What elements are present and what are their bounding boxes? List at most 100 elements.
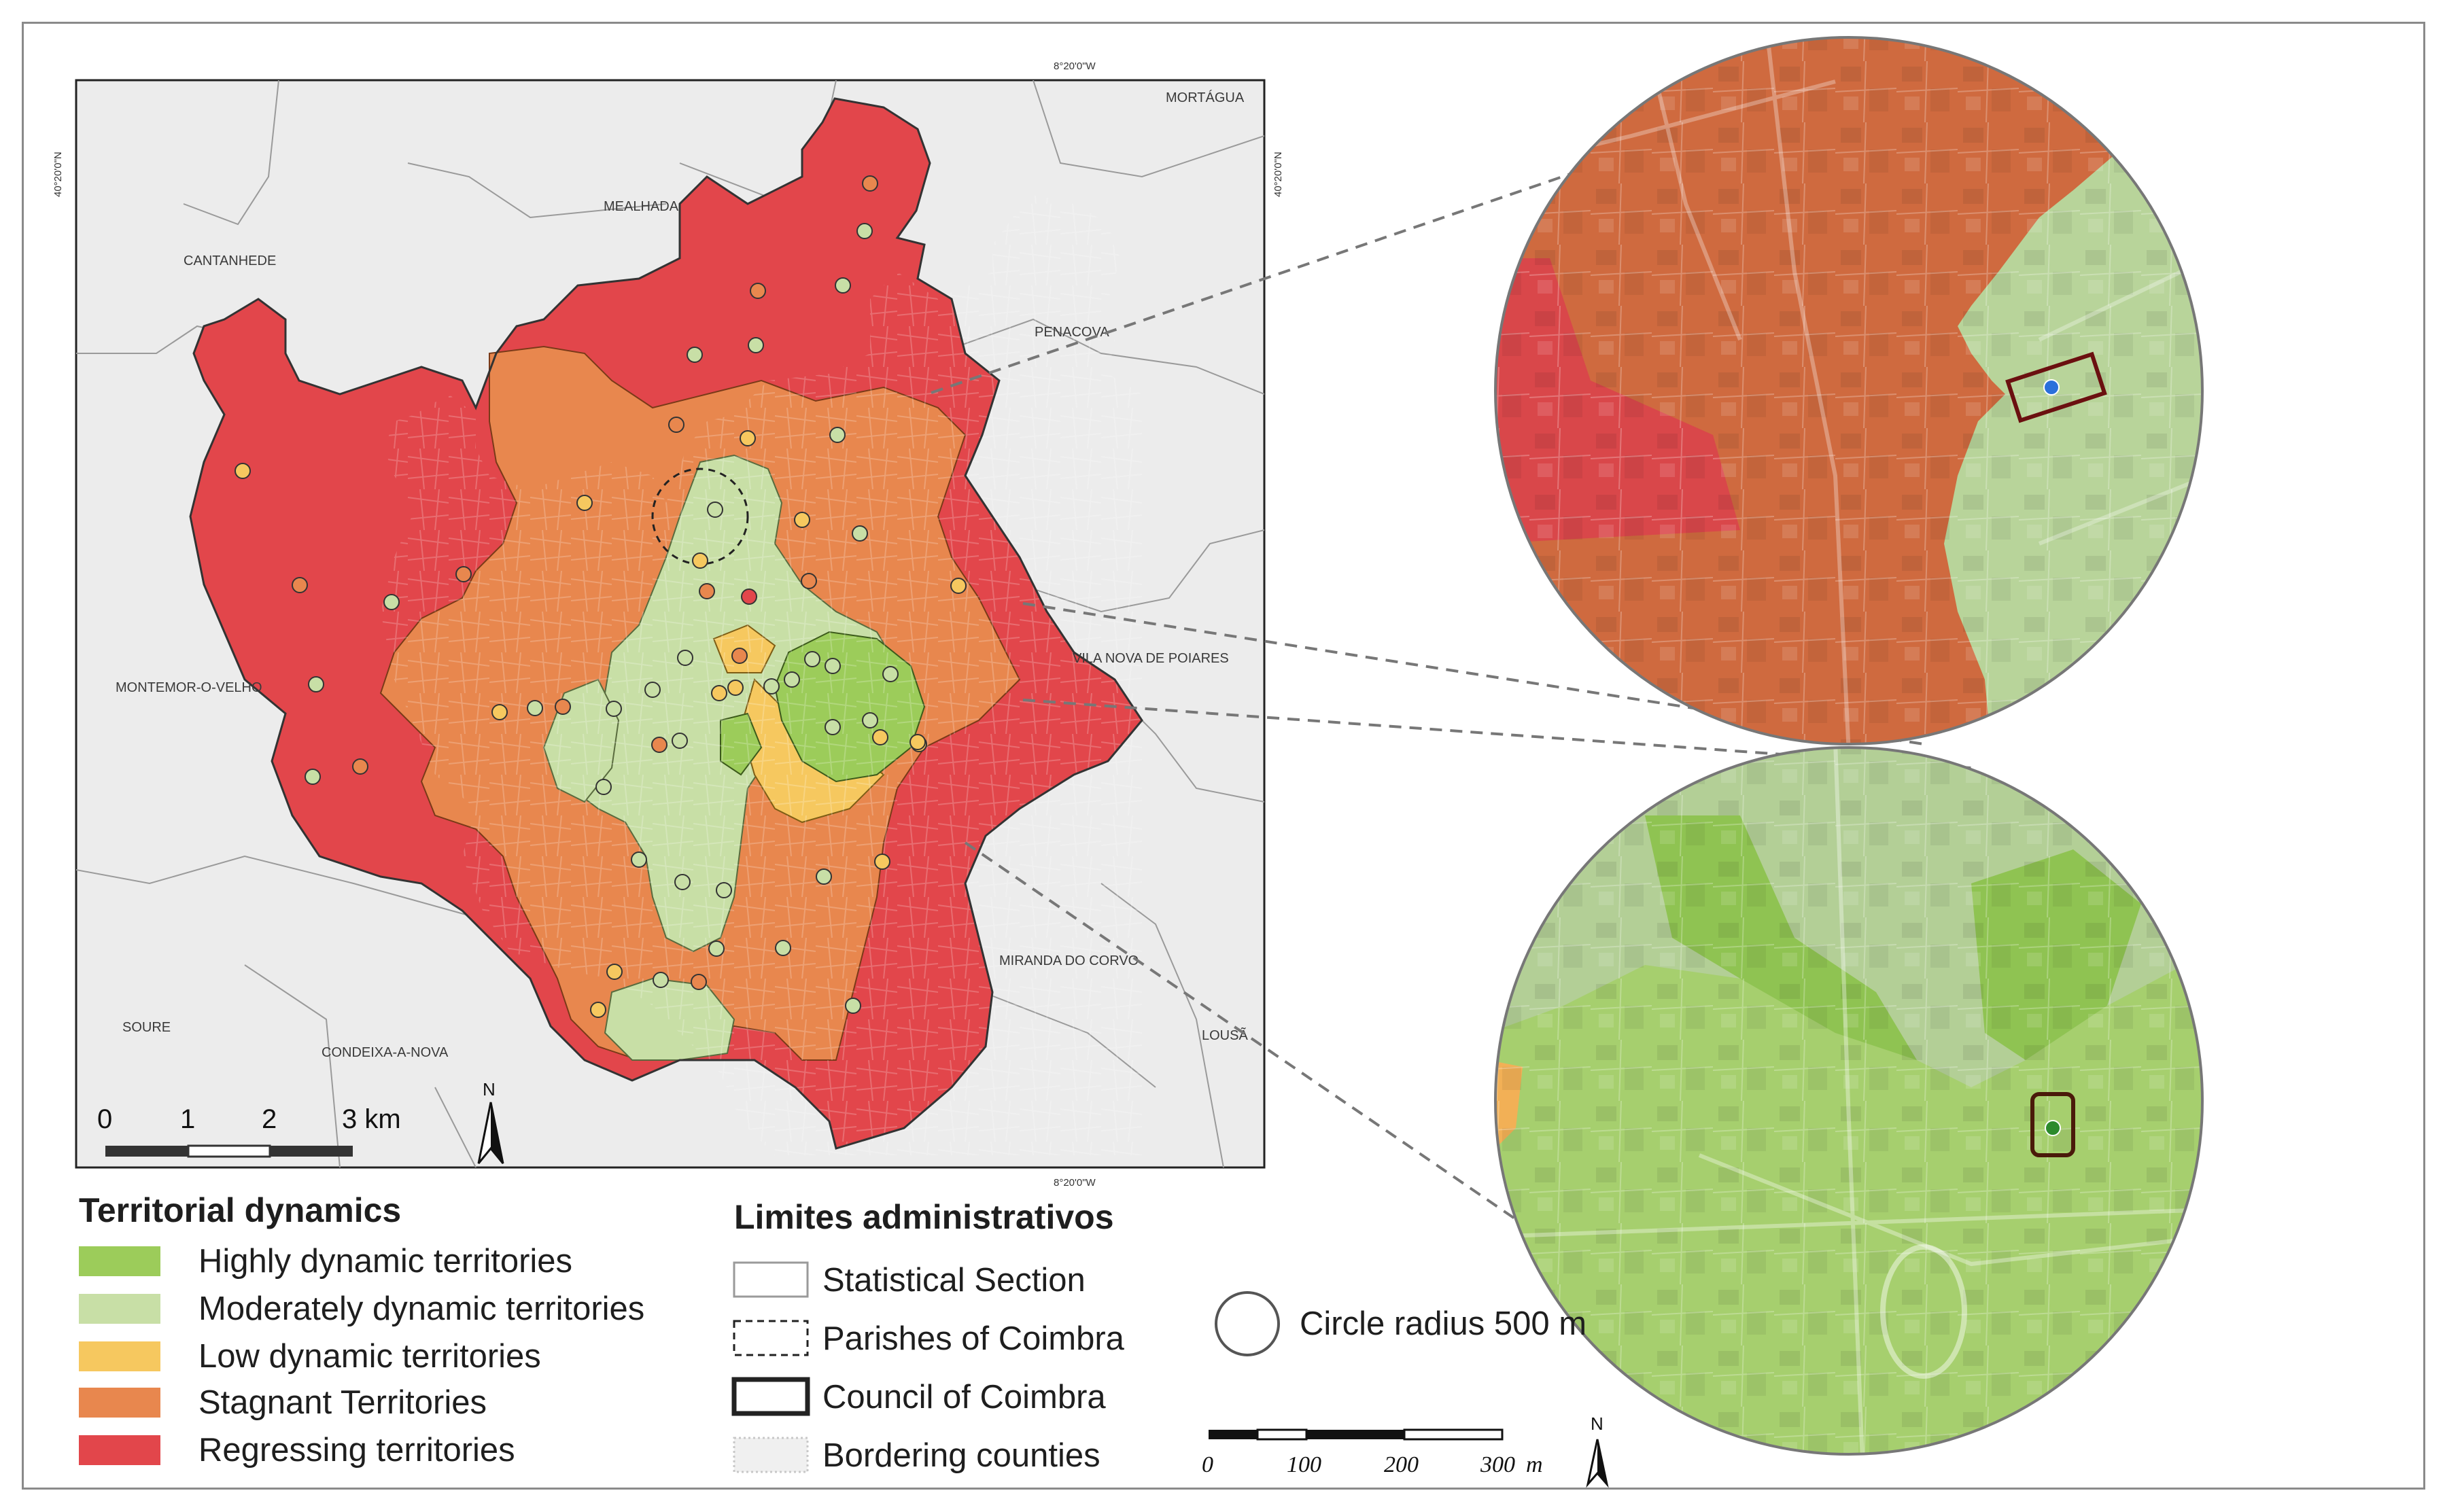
admin-item-parishes: Parishes of Coimbra [808,1320,1124,1357]
north-label-2: N [1591,1413,1603,1434]
legend-label: Low dynamic territories [198,1338,541,1375]
sample-point [576,495,593,511]
sample-point [801,573,817,589]
main-map: MORTÁGUA MEALHADA CANTANHEDE PENACOVA VI… [52,60,1284,1189]
sample-point [816,868,832,885]
sample-point [825,719,841,735]
sample-point [750,283,766,299]
sample-point [677,650,693,666]
sample-point [352,758,368,775]
sample-point [909,734,926,750]
north-label: N [483,1079,496,1100]
sample-point [784,671,800,688]
sample-point [731,648,748,664]
zscale-tick-0: 0 [1202,1452,1213,1477]
sample-point [308,676,324,692]
coord-right: 40°20'0"N [1272,152,1284,197]
m-scale-bar: 0 100 200 300 m [1202,1428,1543,1477]
legend-label: Highly dynamic territories [198,1243,573,1280]
map-label-mortagua: MORTÁGUA [1166,90,1245,105]
sample-point [631,851,647,868]
zoom-circle-south [1494,746,2204,1456]
sample-point [852,525,868,542]
sample-point [668,417,684,433]
sample-point [748,337,764,353]
sample-point [651,737,667,753]
legend-swatch [79,1388,160,1418]
sample-point [741,588,757,605]
sample-point [687,347,703,363]
sample-point [763,678,780,695]
sample-point [590,1002,606,1018]
legend-label: Regressing territories [198,1432,515,1469]
legend-item: Regressing territories [79,1432,515,1469]
legend-swatch [79,1246,160,1276]
coord-left: 40°20'0"N [52,152,64,197]
sample-point [950,578,967,594]
north-arrow-icon: N [477,1079,504,1164]
sample-point [727,680,744,696]
zscale-tick-200: 200 [1384,1452,1419,1477]
sample-point [835,277,851,294]
legend-swatch [79,1435,160,1465]
sample-point [674,874,691,890]
sample-point [862,175,878,192]
legend-label: Stagnant Territories [198,1384,487,1421]
sample-point [672,733,688,749]
sample-point [775,940,791,956]
legend-item: Low dynamic territories [79,1338,541,1375]
sample-points [235,175,967,1018]
sample-point [527,700,543,716]
sample-point [491,704,508,720]
map-label-cantanhede: CANTANHEDE [184,253,276,268]
km-scale-bar: 0 1 2 3 km [97,1104,401,1158]
circle-radius-label: Circle radius 500 m [1300,1305,1587,1342]
sample-point [845,998,861,1014]
map-label-vila-nova-de-poiares: VILA NOVA DE POIARES [1073,651,1229,666]
sample-point [708,940,725,957]
sample-point [829,427,846,443]
legend-item: Moderately dynamic territories [79,1290,644,1327]
zoom-circle-north [1494,36,2204,745]
sample-point [555,699,571,715]
admin-legend-title: Limites administrativos [734,1198,1114,1236]
sample-point [653,972,669,988]
admin-item-council: Council of Coimbra [808,1379,1106,1416]
admin-label: Statistical Section [822,1262,1086,1299]
sample-point [305,769,321,785]
legend-swatch [79,1341,160,1371]
sample-point [383,594,400,610]
sample-point [292,577,308,593]
map-label-penacova: PENACOVA [1035,325,1109,340]
circle-radius-legend: Circle radius 500 m [1300,1305,1587,1342]
sample-point [740,430,756,446]
sample-point [606,964,623,980]
sample-point [595,779,612,795]
sample-point [606,701,622,717]
sample-point [882,666,899,682]
admin-label: Parishes of Coimbra [822,1320,1124,1357]
zscale-unit: m [1526,1452,1543,1477]
sample-point [455,566,472,582]
scale-tick-3: 3 km [342,1104,401,1134]
legend-swatch [79,1294,160,1324]
map-label-lousa: LOUSÃ [1202,1027,1248,1043]
scale-tick-2: 2 [262,1104,277,1134]
sample-point [235,463,251,479]
sample-point [804,651,820,667]
map-label-mealhada: MEALHADA [604,199,679,214]
coord-top: 8°20'0"W [1054,60,1096,72]
zscale-tick-300: 300 [1480,1452,1515,1477]
sample-point [872,729,888,745]
sample-point [699,583,715,599]
map-label-soure: SOURE [122,1020,171,1035]
sample-point [644,682,661,698]
scale-tick-1: 1 [180,1104,195,1134]
sample-point [707,502,723,518]
map-label-montemor-o-velho: MONTEMOR-O-VELHO [116,680,262,695]
legend-title: Territorial dynamics [79,1191,402,1229]
sample-point [711,685,727,701]
sample-point [862,712,878,728]
admin-label: Council of Coimbra [822,1379,1106,1416]
